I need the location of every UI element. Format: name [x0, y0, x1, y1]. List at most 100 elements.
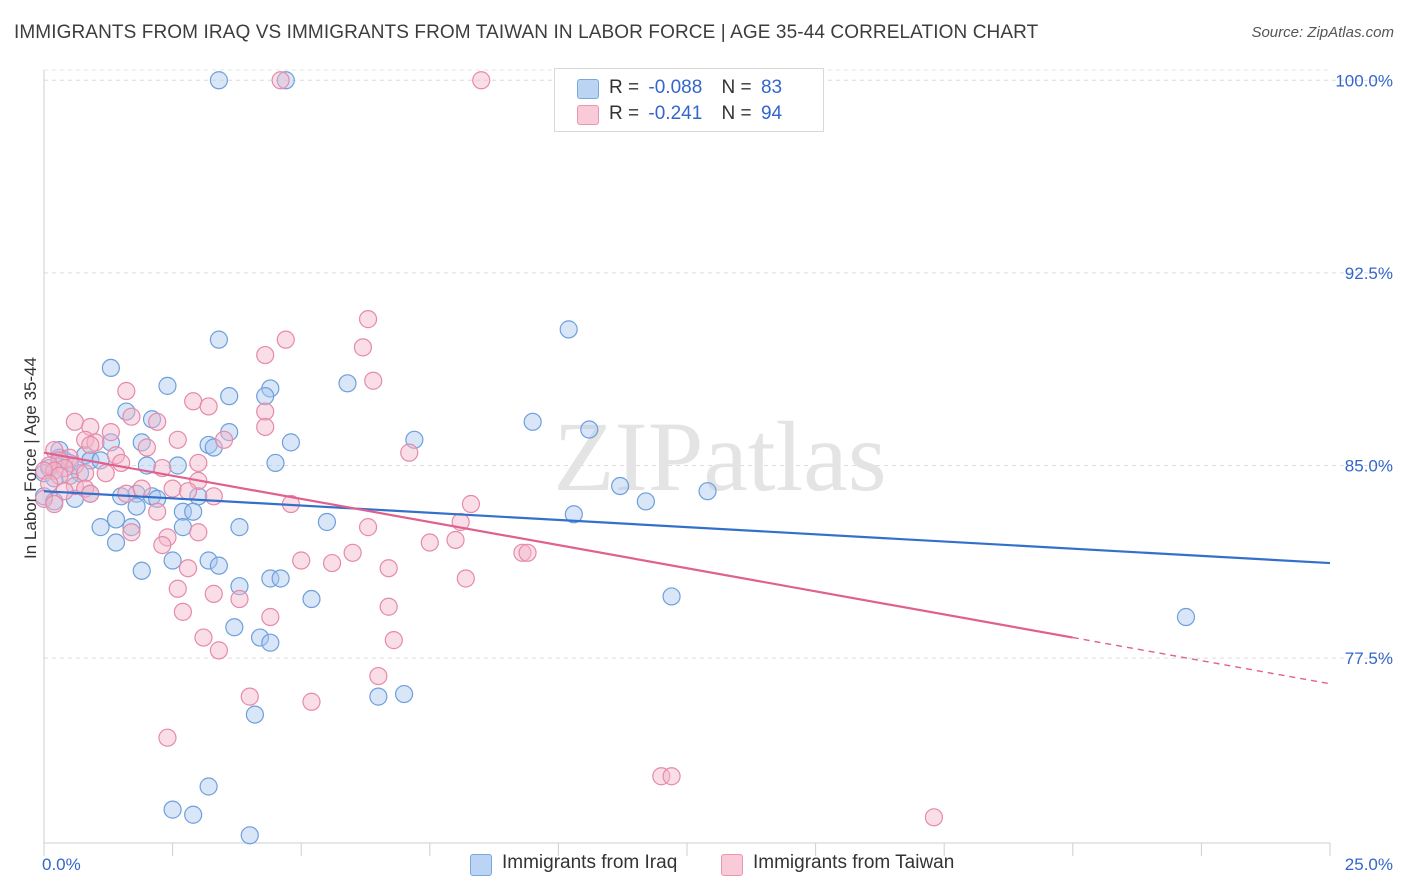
taiwan-point	[101, 423, 120, 442]
taiwan-point	[256, 402, 275, 421]
n-label: N =	[721, 77, 752, 98]
iraq-point	[122, 518, 141, 537]
taiwan-point	[369, 666, 388, 686]
n-value-taiwan: 94	[760, 103, 783, 124]
iraq-point	[163, 551, 182, 570]
iraq-point	[369, 687, 388, 706]
iraq-point	[338, 374, 357, 393]
taiwan-point	[924, 808, 944, 827]
r-value-taiwan: -0.241	[648, 103, 703, 124]
iraq-point	[142, 410, 162, 429]
taiwan-point	[358, 518, 378, 537]
taiwan-trend-extension	[1072, 636, 1331, 685]
taiwan-point	[209, 641, 228, 660]
y-tick-label: 85.0%	[1345, 456, 1393, 475]
iraq-point	[225, 618, 244, 637]
taiwan-point	[358, 310, 378, 329]
taiwan-swatch	[577, 105, 599, 125]
x-tick-label: 25.0%	[1345, 855, 1393, 874]
taiwan-point	[96, 464, 115, 483]
taiwan-point	[456, 569, 475, 588]
n-label: N =	[721, 103, 752, 124]
taiwan-point	[400, 443, 419, 462]
iraq-point	[127, 484, 146, 503]
iraq-point	[302, 589, 321, 609]
iraq-point	[611, 476, 630, 496]
iraq-swatch	[577, 79, 599, 99]
legend-iraq-text: R = -0.088 N = 83	[609, 77, 782, 99]
taiwan-point	[184, 392, 203, 411]
iraq-point	[163, 800, 182, 819]
taiwan-point	[261, 607, 280, 627]
taiwan-point	[461, 494, 481, 514]
taiwan-point	[446, 530, 465, 550]
taiwan-point	[322, 553, 342, 573]
taiwan-point	[40, 474, 59, 493]
taiwan-point	[65, 412, 84, 431]
taiwan-point	[189, 523, 208, 542]
iraq-point	[230, 518, 249, 537]
iraq-point	[184, 805, 203, 824]
iraq-point	[261, 569, 280, 588]
iraq-trend-line	[43, 490, 1331, 565]
iraq-point	[317, 512, 337, 532]
iraq-point	[240, 826, 259, 845]
iraq-point	[132, 561, 151, 580]
chart-title: IMMIGRANTS FROM IRAQ VS IMMIGRANTS FROM …	[14, 22, 1039, 43]
source-label: Source: ZipAtlas.com	[1251, 24, 1394, 41]
taiwan-point	[132, 479, 151, 498]
taiwan-legend-swatch	[721, 854, 743, 876]
taiwan-point	[384, 631, 403, 650]
taiwan-point	[158, 728, 177, 747]
taiwan-point	[518, 543, 537, 562]
taiwan-point	[353, 338, 373, 357]
iraq-point	[271, 569, 290, 588]
iraq-point	[276, 71, 295, 90]
iraq-point	[209, 556, 228, 575]
iraq-point	[261, 633, 280, 652]
taiwan-point	[343, 543, 362, 562]
iraq-point	[281, 433, 301, 452]
iraq-point	[168, 456, 187, 475]
taiwan-point	[112, 453, 131, 473]
taiwan-point	[472, 71, 491, 90]
taiwan-point	[153, 535, 172, 555]
taiwan-point	[379, 597, 398, 616]
trend-lines	[43, 451, 1331, 685]
taiwan-point	[199, 397, 218, 416]
iraq-point	[220, 387, 239, 406]
iraq-point	[117, 402, 136, 421]
iraq-point	[564, 505, 583, 524]
r-label: R =	[609, 103, 640, 124]
taiwan-point	[76, 464, 95, 483]
r-value-iraq: -0.088	[648, 77, 703, 98]
iraq-point	[127, 497, 146, 516]
taiwan-point	[34, 489, 54, 508]
taiwan-legend-label: Immigrants from Taiwan	[753, 852, 955, 873]
taiwan-point	[379, 559, 398, 578]
taiwan-point	[204, 487, 223, 506]
taiwan-point	[204, 584, 223, 603]
iraq-point	[101, 358, 120, 378]
iraq-point	[580, 420, 599, 439]
grid-lines	[44, 69, 1390, 659]
taiwan-point	[65, 476, 84, 496]
iraq-point	[173, 502, 192, 521]
iraq-point	[209, 71, 228, 90]
y-tick-label: 100.0%	[1335, 71, 1393, 90]
n-value-iraq: 83	[760, 77, 783, 98]
axes	[43, 70, 1331, 856]
legend-taiwan-text: R = -0.241 N = 94	[609, 103, 782, 125]
iraq-point	[132, 433, 151, 452]
y-axis-title: In Labor Force | Age 35-44	[21, 357, 40, 559]
iraq-point	[184, 502, 203, 521]
iraq-point	[173, 518, 192, 537]
series-legend: Immigrants from Iraq Immigrants from Tai…	[0, 852, 1406, 878]
taiwan-point	[271, 71, 290, 90]
r-label: R =	[609, 77, 640, 98]
taiwan-point	[163, 479, 182, 498]
taiwan-trend-line	[43, 451, 1073, 639]
iraq-legend-swatch	[470, 854, 492, 876]
iraq-point	[209, 330, 228, 349]
